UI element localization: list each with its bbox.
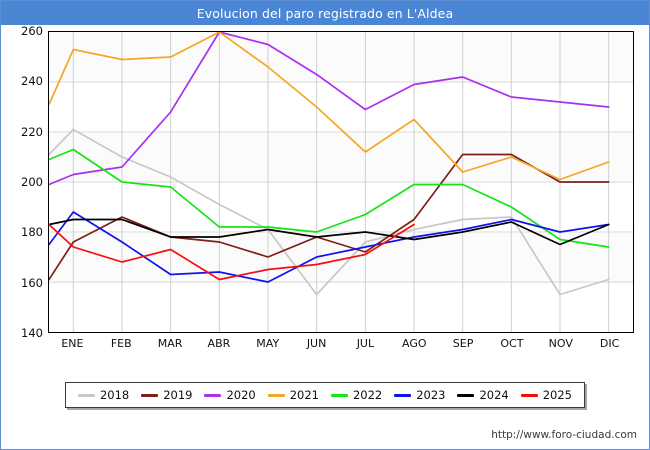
x-axis-tick-label: JUL [356, 337, 375, 350]
x-axis-tick-label: OCT [500, 337, 524, 350]
plot-frame [48, 31, 634, 333]
series-line-2021 [49, 32, 610, 181]
legend-item-2022[interactable]: 2022 [325, 388, 388, 402]
legend-item-label: 2020 [226, 388, 256, 402]
plot-band [49, 82, 633, 133]
y-axis-tick-label: 180 [21, 225, 43, 240]
legend-item-label: 2024 [479, 388, 509, 402]
x-axis-tick-label: NOV [548, 337, 573, 350]
legend-color-swatch [520, 393, 538, 397]
legend-color-swatch [204, 393, 222, 397]
plot-background-bands [49, 32, 633, 332]
x-axis-tick-label: MAR [157, 337, 183, 350]
series-line-2018 [49, 128, 610, 296]
series-line-2020 [49, 32, 610, 186]
legend-item-2021[interactable]: 2021 [262, 388, 325, 402]
legend-color-swatch [141, 393, 159, 397]
series-line-2019 [49, 153, 610, 281]
series-line-2025 [49, 223, 415, 281]
data-series-layer [49, 32, 610, 296]
series-line-2022 [49, 148, 610, 248]
x-axis-tick-label: MAY [256, 337, 280, 350]
legend-item-label: 2022 [352, 388, 383, 402]
x-axis-tick-label: SEP [452, 337, 474, 350]
y-axis-tick-label: 260 [21, 24, 43, 38]
x-axis-tick-label: FEB [110, 337, 132, 350]
legend-item-label: 2025 [542, 388, 573, 402]
plot-area [48, 31, 634, 333]
y-axis-tick-label: 200 [21, 175, 43, 189]
legend-item-label: 2023 [416, 388, 446, 402]
legend-item-label: 2019 [163, 388, 193, 402]
legend-item-2024[interactable]: 2024 [452, 388, 515, 402]
legend-color-swatch [457, 393, 475, 397]
x-axis-tick-label: JUN [306, 337, 327, 350]
x-axis-tick-label: ABR [207, 337, 231, 350]
y-axis-tick-label: 220 [21, 124, 43, 139]
legend-item-2025[interactable]: 2025 [515, 388, 578, 402]
x-axis-tick-label: DIC [599, 337, 620, 350]
x-axis-tick-label: ENE [61, 337, 84, 350]
y-axis-tick-label: 240 [21, 74, 43, 89]
legend-item-label: 2021 [289, 388, 320, 402]
y-axis-labels: 140 160 180 200 220 240 260 [1, 1, 43, 363]
page-title: Evolucion del paro registrado en L'Aldea [196, 5, 454, 21]
series-line-2023 [49, 211, 610, 283]
chart-title-bar: Evolucion del paro registrado en L'Aldea [1, 1, 649, 25]
y-axis-tick-label: 140 [21, 326, 43, 340]
x-axis-labels: ENE FEB MAR ABR MAY JUN JUL AGO SEP OCT NOV DIC [48, 337, 634, 355]
legend-color-swatch [394, 393, 412, 397]
legend-item-label: 2018 [99, 388, 130, 402]
legend-item-2023[interactable]: 2023 [388, 388, 451, 402]
legend-color-swatch [77, 393, 95, 397]
source-url: http://www.foro-ciudad.com [491, 429, 637, 441]
legend-color-swatch [267, 393, 285, 397]
x-axis-tick-label: AGO [401, 337, 427, 350]
legend-color-swatch [330, 393, 348, 397]
legend-item-2020[interactable]: 2020 [199, 388, 262, 402]
chart-legend: 2018 2019 2020 2021 2022 2023 2024 2025 [65, 382, 585, 408]
plot-band [49, 283, 633, 332]
legend-item-2018[interactable]: 2018 [72, 388, 135, 402]
y-axis-tick-label: 160 [21, 275, 43, 290]
series-line-2024 [49, 218, 610, 246]
legend-item-2019[interactable]: 2019 [135, 388, 198, 402]
